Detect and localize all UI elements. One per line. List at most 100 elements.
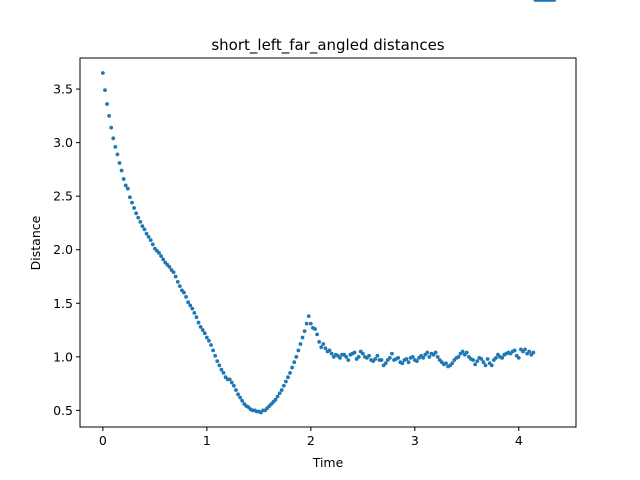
- data-point: [229, 380, 234, 385]
- data-point: [352, 350, 357, 355]
- data-point: [464, 350, 469, 355]
- data-point: [123, 183, 128, 188]
- data-point: [356, 354, 361, 359]
- data-point: [232, 383, 236, 388]
- data-point: [346, 358, 351, 362]
- data-point: [119, 168, 124, 173]
- data-point: [523, 347, 527, 352]
- data-point: [281, 383, 286, 388]
- data-point: [238, 395, 243, 400]
- x-axis-ticks: 0 1 2 3 4: [99, 427, 523, 448]
- data-point: [148, 238, 153, 242]
- data-point: [190, 306, 195, 311]
- data-point: [327, 348, 332, 353]
- data-point: [427, 354, 432, 359]
- data-point: [308, 321, 313, 326]
- data-point: [117, 161, 122, 165]
- data-point: [140, 224, 145, 229]
- data-point: [304, 321, 309, 326]
- data-point: [105, 102, 109, 106]
- data-point: [128, 195, 132, 200]
- data-point: [323, 346, 328, 351]
- data-point: [113, 145, 118, 149]
- data-point: [121, 177, 126, 181]
- data-point: [516, 356, 521, 360]
- data-point: [552, 0, 557, 2]
- data-points: [100, 0, 557, 415]
- data-point: [196, 320, 201, 325]
- data-point: [132, 206, 136, 210]
- x-tick-label: 1: [203, 433, 211, 448]
- data-point: [198, 324, 203, 329]
- data-point: [184, 294, 188, 299]
- y-axis-ticks: 0.5 1.0 1.5 2.0 2.5 3.0 3.5: [53, 82, 80, 418]
- data-point: [144, 231, 149, 236]
- data-point: [500, 356, 505, 360]
- data-point: [494, 356, 498, 360]
- data-point: [473, 362, 478, 367]
- data-point: [217, 363, 222, 368]
- data-point: [186, 300, 191, 305]
- data-point: [111, 136, 116, 141]
- data-point: [277, 391, 282, 396]
- data-point: [211, 348, 216, 353]
- x-tick-label: 3: [411, 433, 419, 448]
- data-point: [483, 363, 488, 368]
- x-tick-label: 2: [307, 433, 315, 448]
- data-point: [188, 303, 193, 308]
- data-point: [150, 242, 155, 247]
- y-tick-label: 0.5: [53, 403, 73, 418]
- data-point: [167, 264, 172, 269]
- data-point: [481, 360, 486, 365]
- data-point: [134, 211, 139, 216]
- data-point: [157, 251, 161, 255]
- data-point: [379, 358, 384, 362]
- data-point: [344, 354, 349, 359]
- x-axis-label: Time: [312, 455, 344, 470]
- data-point: [142, 227, 147, 232]
- data-point: [213, 353, 218, 358]
- data-point: [396, 356, 401, 360]
- data-point: [136, 215, 141, 220]
- y-axis-label: Distance: [28, 215, 43, 270]
- data-point: [279, 388, 284, 392]
- data-point: [531, 350, 536, 355]
- data-point: [475, 359, 480, 364]
- data-point: [215, 359, 220, 364]
- data-point: [171, 270, 176, 275]
- data-point: [313, 327, 317, 331]
- data-point: [273, 397, 278, 402]
- data-point: [294, 354, 299, 359]
- data-point: [286, 375, 290, 380]
- data-point: [100, 71, 105, 75]
- y-tick-label: 2.5: [53, 189, 73, 204]
- data-point: [207, 338, 211, 343]
- data-point: [435, 354, 440, 359]
- data-point: [177, 284, 182, 289]
- data-point: [456, 354, 461, 359]
- data-point: [367, 353, 371, 358]
- data-point: [234, 388, 238, 392]
- data-point: [194, 315, 199, 320]
- data-point: [387, 356, 392, 360]
- data-point: [410, 354, 415, 359]
- data-point: [404, 357, 409, 361]
- data-point: [283, 379, 288, 384]
- data-point: [298, 342, 303, 346]
- data-point: [290, 365, 295, 370]
- data-point: [321, 342, 326, 346]
- data-point: [103, 88, 107, 93]
- x-tick-label: 4: [515, 433, 523, 448]
- data-point: [406, 360, 411, 365]
- y-tick-label: 3.0: [53, 135, 73, 150]
- data-point: [219, 367, 224, 372]
- y-tick-label: 3.5: [53, 82, 73, 97]
- data-point: [360, 351, 365, 356]
- data-point: [115, 152, 120, 157]
- data-point: [227, 377, 232, 382]
- data-point: [204, 335, 209, 340]
- data-point: [375, 353, 380, 358]
- chart-title: short_left_far_angled distances: [211, 36, 444, 55]
- data-point: [479, 357, 484, 361]
